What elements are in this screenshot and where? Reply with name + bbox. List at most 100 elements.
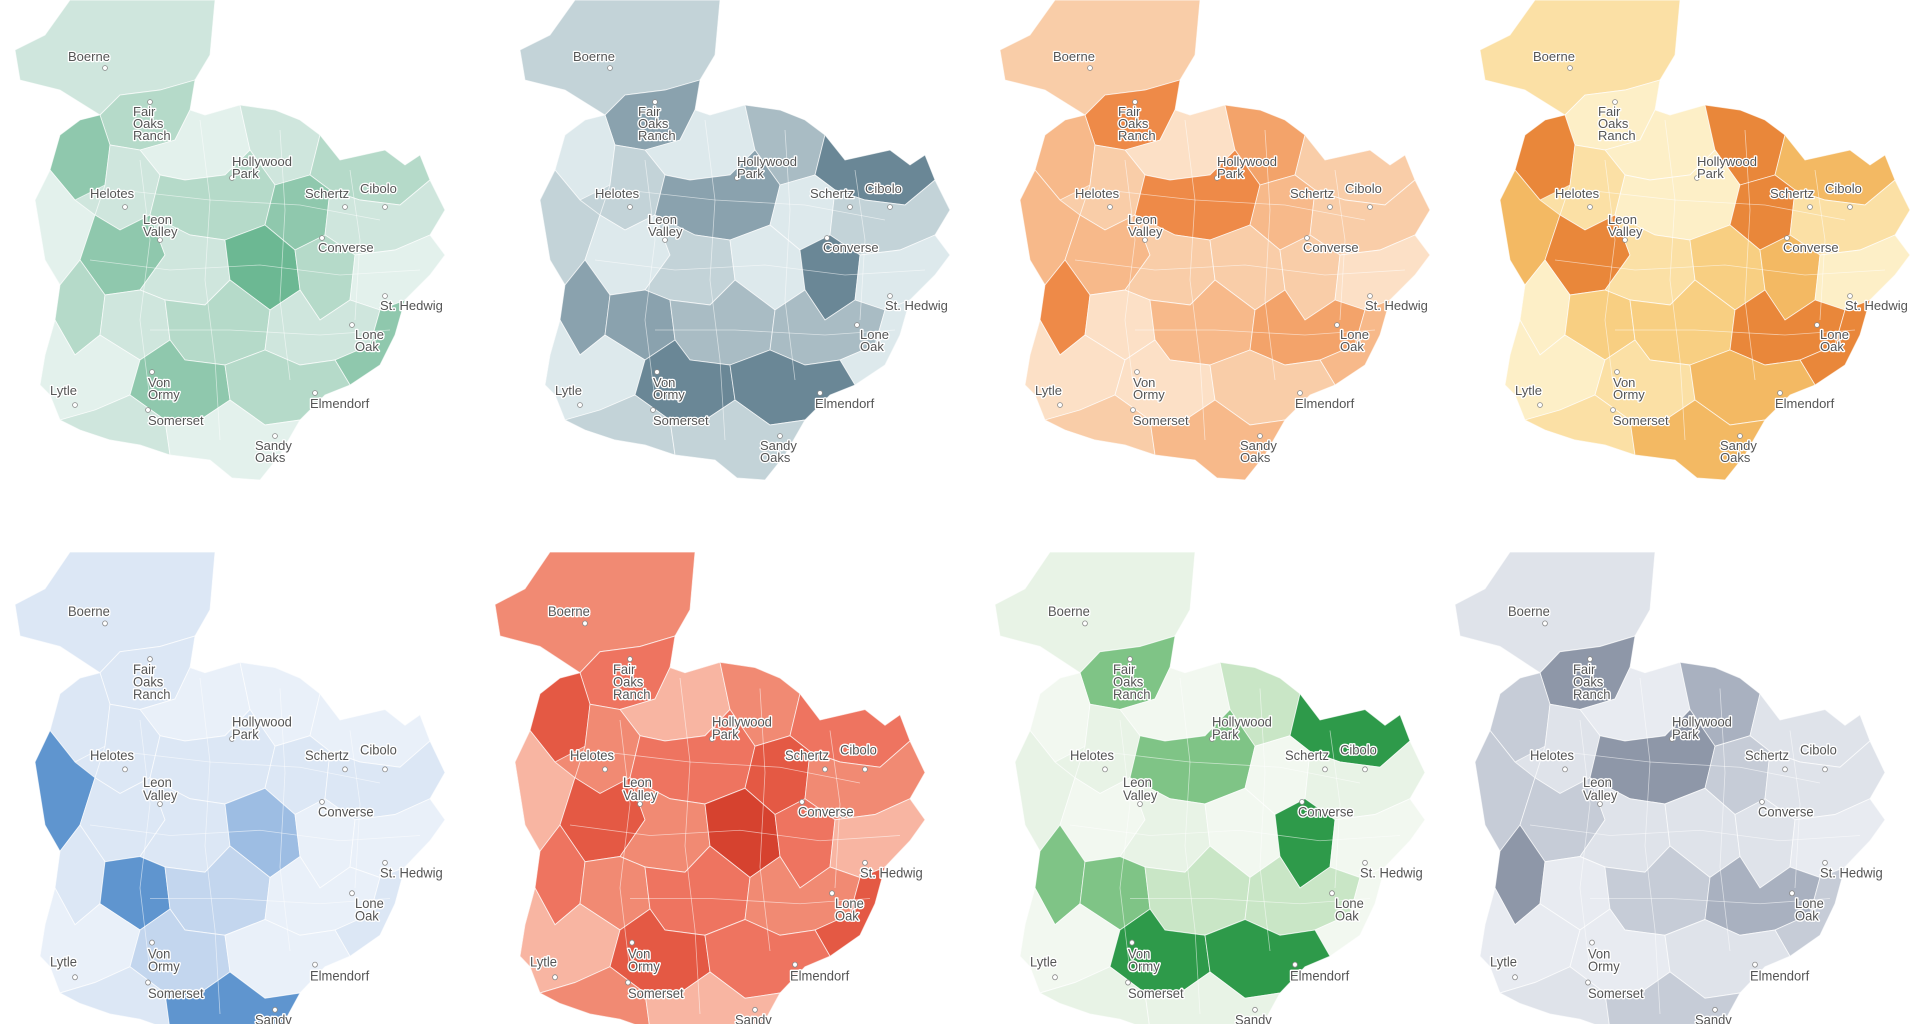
city-marker-cibolo[interactable]: Cibolo bbox=[864, 180, 903, 210]
city-marker-elmendorf[interactable]: Elmendorf bbox=[1749, 961, 1811, 985]
city-marker-cibolo[interactable]: Cibolo bbox=[359, 180, 398, 210]
city-marker-st-hedwig[interactable]: St. Hedwig bbox=[1819, 859, 1884, 882]
city-marker-boerne[interactable]: Boerne bbox=[67, 48, 111, 71]
tract-region[interactable] bbox=[1038, 966, 1150, 1024]
city-marker-helotes[interactable]: Helotes bbox=[89, 185, 136, 210]
city-marker-elmendorf[interactable]: Elmendorf bbox=[309, 390, 371, 412]
city-marker-elmendorf[interactable]: Elmendorf bbox=[309, 961, 371, 985]
choropleth-map-1[interactable]: Boerne Fair Oaks Ranch Hollywood Park Helotes S… bbox=[0, 0, 480, 512]
city-marker-schertz[interactable]: Schertz bbox=[304, 185, 350, 210]
city-marker-schertz[interactable]: Schertz bbox=[1284, 746, 1330, 773]
city-marker-helotes[interactable]: Helotes bbox=[594, 185, 641, 210]
city-marker-st-hedwig[interactable]: St. Hedwig bbox=[859, 859, 924, 882]
tract-region[interactable] bbox=[164, 399, 301, 481]
tract-region[interactable] bbox=[644, 971, 781, 1024]
city-marker-converse[interactable]: Converse bbox=[317, 798, 375, 821]
city-marker-boerne[interactable]: Boerne bbox=[1532, 48, 1576, 71]
tract-region[interactable] bbox=[839, 299, 911, 386]
choropleth-map-7[interactable]: Boerne Fair Oaks Ranch Hollywood Park Helotes S… bbox=[980, 512, 1460, 1024]
city-marker-somerset[interactable]: Somerset bbox=[145, 407, 205, 429]
tract-region[interactable] bbox=[1149, 399, 1286, 481]
city-marker-lytle[interactable]: Lytle bbox=[1029, 953, 1058, 981]
choropleth-map-5[interactable]: Boerne Fair Oaks Ranch Hollywood Park Helotes S… bbox=[0, 512, 480, 1024]
city-marker-helotes[interactable]: Helotes bbox=[1554, 185, 1601, 210]
city-marker-boerne[interactable]: Boerne bbox=[572, 48, 616, 71]
city-marker-cibolo[interactable]: Cibolo bbox=[359, 741, 398, 773]
tract-region[interactable] bbox=[1774, 866, 1846, 957]
choropleth-map-8[interactable]: Boerne Fair Oaks Ranch Hollywood Park Helotes S… bbox=[1440, 512, 1920, 1024]
tract-region[interactable] bbox=[1144, 971, 1281, 1024]
city-marker-helotes[interactable]: Helotes bbox=[569, 746, 616, 773]
choropleth-map-3[interactable]: Boerne Fair Oaks Ranch Hollywood Park Helotes S… bbox=[985, 0, 1465, 512]
city-marker-somerset[interactable]: Somerset bbox=[145, 979, 205, 1003]
city-marker-elmendorf[interactable]: Elmendorf bbox=[789, 961, 851, 985]
city-marker-boerne[interactable]: Boerne bbox=[1047, 602, 1091, 627]
tract-region[interactable] bbox=[538, 966, 650, 1024]
city-marker-lytle[interactable]: Lytle bbox=[1489, 953, 1518, 981]
tract-region[interactable] bbox=[334, 299, 406, 386]
city-marker-boerne[interactable]: Boerne bbox=[1507, 602, 1551, 627]
city-marker-st-hedwig[interactable]: St. Hedwig bbox=[1844, 293, 1909, 314]
city-marker-cibolo[interactable]: Cibolo bbox=[1824, 180, 1863, 210]
tract-region[interactable] bbox=[1314, 866, 1386, 957]
city-marker-helotes[interactable]: Helotes bbox=[1069, 746, 1116, 773]
city-marker-helotes[interactable]: Helotes bbox=[89, 746, 136, 773]
choropleth-map-2[interactable]: Boerne Fair Oaks Ranch Hollywood Park Helotes S… bbox=[505, 0, 985, 512]
city-marker-somerset[interactable]: Somerset bbox=[1125, 979, 1185, 1003]
city-marker-converse[interactable]: Converse bbox=[1297, 798, 1355, 821]
tract-region[interactable] bbox=[669, 399, 806, 481]
city-marker-somerset[interactable]: Somerset bbox=[650, 407, 710, 429]
city-marker-cibolo[interactable]: Cibolo bbox=[1344, 180, 1383, 210]
city-marker-st-hedwig[interactable]: St. Hedwig bbox=[884, 293, 949, 314]
city-marker-elmendorf[interactable]: Elmendorf bbox=[1289, 961, 1351, 985]
city-marker-st-hedwig[interactable]: St. Hedwig bbox=[1364, 293, 1429, 314]
city-marker-lytle[interactable]: Lytle bbox=[49, 382, 78, 408]
city-marker-boerne[interactable]: Boerne bbox=[547, 602, 591, 627]
city-marker-st-hedwig[interactable]: St. Hedwig bbox=[1359, 859, 1424, 882]
city-marker-helotes[interactable]: Helotes bbox=[1529, 746, 1576, 773]
city-marker-boerne[interactable]: Boerne bbox=[1052, 48, 1096, 71]
choropleth-map-6[interactable]: Boerne Fair Oaks Ranch Hollywood Park Helotes S… bbox=[480, 512, 960, 1024]
city-marker-elmendorf[interactable]: Elmendorf bbox=[1774, 390, 1836, 412]
tract-region[interactable] bbox=[58, 966, 170, 1024]
tract-region[interactable] bbox=[1498, 966, 1610, 1024]
city-marker-converse[interactable]: Converse bbox=[317, 235, 375, 256]
tract-region[interactable] bbox=[1604, 971, 1741, 1024]
city-marker-somerset[interactable]: Somerset bbox=[1130, 407, 1190, 429]
tract-region[interactable] bbox=[1799, 299, 1871, 386]
